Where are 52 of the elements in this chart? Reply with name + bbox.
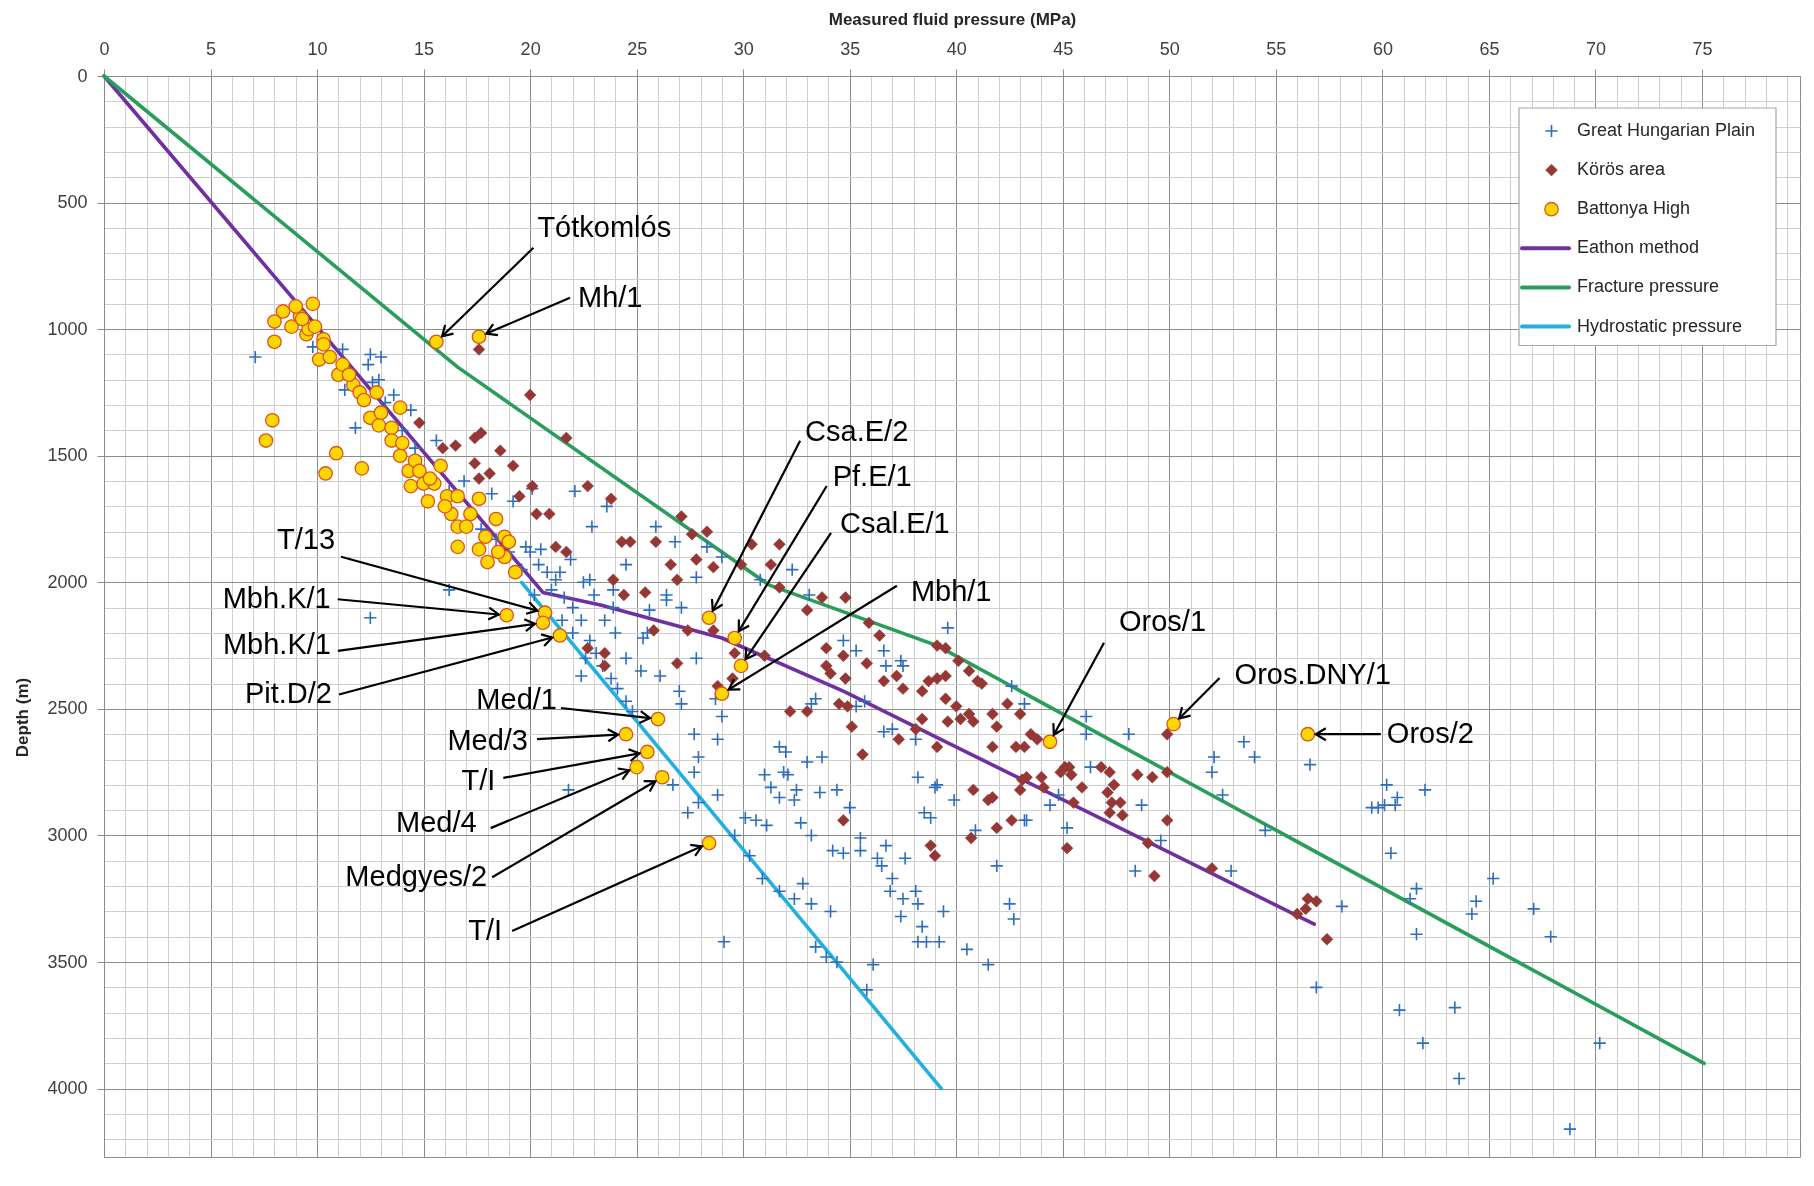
y-tick-label: 0	[77, 65, 88, 86]
y-tick-label: 1000	[47, 318, 88, 339]
x-tick-label: 25	[627, 38, 648, 59]
legend-label: Great Hungarian Plain	[1577, 120, 1756, 140]
x-tick-label: 10	[307, 38, 328, 59]
annotation: Mbh/1	[910, 574, 992, 607]
x-tick-label: 60	[1372, 38, 1393, 59]
annotation: Oros/1	[1119, 604, 1207, 637]
x-tick-label: 70	[1585, 38, 1606, 59]
annotation: Csa.E/2	[805, 414, 909, 447]
x-axis-title: Measured fluid pressure (MPa)	[828, 9, 1077, 29]
annotation: Mbh.K/1	[222, 627, 331, 660]
x-tick-label: 65	[1479, 38, 1500, 59]
x-tick-label: 40	[946, 38, 967, 59]
x-tick-label: 45	[1053, 38, 1074, 59]
legend-label: Eathon method	[1577, 237, 1700, 258]
annotation: Mh/1	[577, 280, 643, 313]
annotation: Oros.DNY/1	[1234, 658, 1391, 691]
legend-label: Fracture pressure	[1577, 276, 1720, 297]
x-tick-label: 20	[520, 38, 541, 59]
x-tick-label: 55	[1266, 38, 1287, 59]
y-tick-label: 500	[57, 192, 88, 213]
annotation: Med/1	[476, 683, 557, 716]
annotation: Csal.E/1	[840, 506, 950, 539]
y-tick-label: 4000	[47, 1078, 88, 1099]
y-tick-label: 3000	[47, 824, 88, 845]
x-tick-label: 5	[206, 38, 217, 59]
x-tick-label: 0	[99, 38, 110, 59]
x-tick-label: 35	[840, 38, 861, 59]
annotation: Med/4	[396, 806, 477, 839]
x-tick-label: 50	[1159, 38, 1180, 59]
annotation: Mbh.K/1	[222, 582, 331, 615]
annotation: T/I	[468, 914, 503, 947]
y-tick-label: 2000	[47, 571, 88, 592]
y-tick-label: 1500	[47, 445, 88, 466]
y-axis-title: Depth (m)	[13, 677, 33, 758]
y-tick-label: 2500	[47, 698, 88, 719]
annotation: T/13	[277, 522, 336, 555]
legend-label: Battonya High	[1577, 198, 1691, 219]
annotation: Pf.E/1	[832, 460, 912, 493]
x-tick-label: 30	[733, 38, 754, 59]
annotation: Med/3	[447, 724, 529, 757]
annotation: Tótkomlós	[537, 210, 672, 243]
legend-label: Hydrostatic pressure	[1577, 315, 1743, 336]
x-tick-label: 15	[414, 38, 435, 59]
annotation: Medgyes/2	[345, 860, 488, 893]
x-tick-label: 75	[1692, 38, 1713, 59]
annotation: T/I	[461, 763, 496, 796]
annotation: Pit.D/2	[244, 677, 332, 710]
legend-label: Körös area	[1577, 159, 1667, 180]
y-tick-label: 3500	[47, 951, 88, 972]
annotation: Oros/2	[1386, 717, 1474, 750]
